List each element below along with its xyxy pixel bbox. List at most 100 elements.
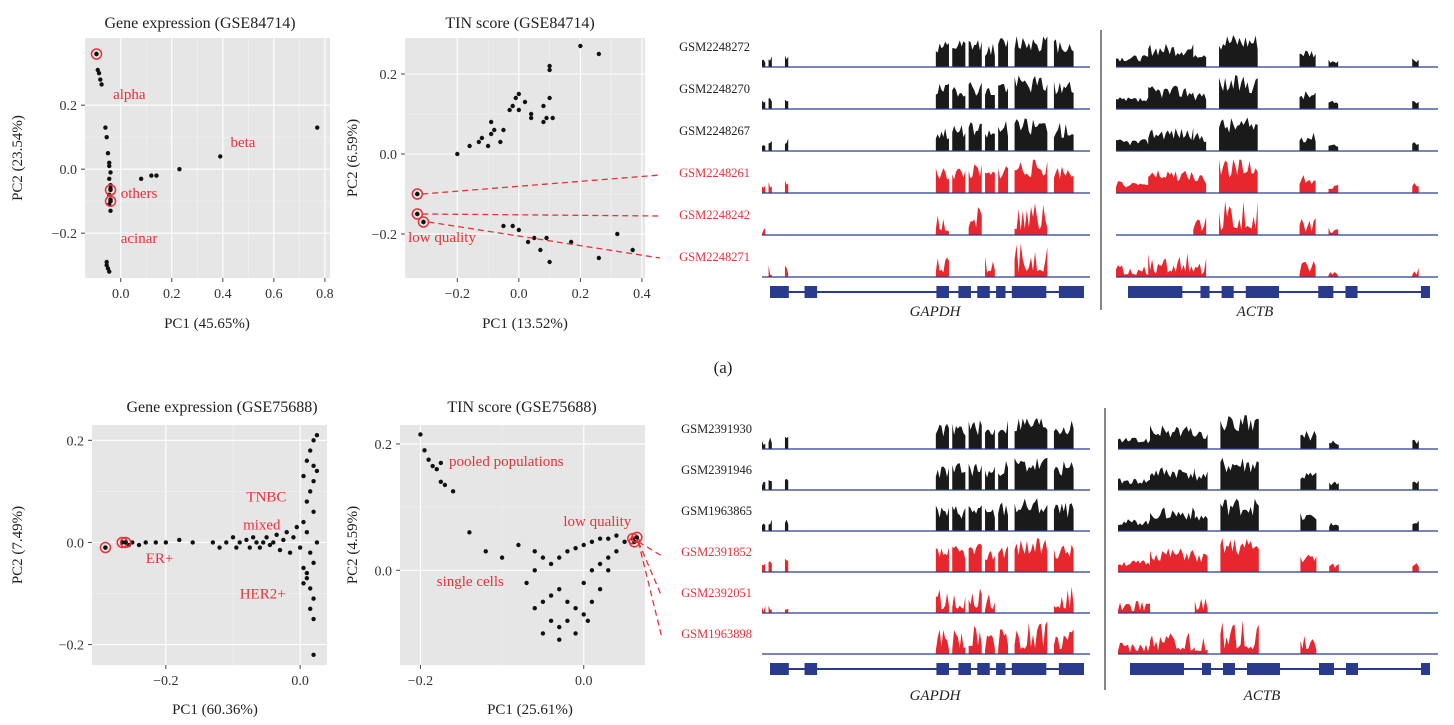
annotation-label: acinar (121, 231, 158, 247)
y-axis-label: PC2 (6.59%) (345, 119, 361, 197)
data-point (301, 581, 306, 586)
y-tick-label: −0.2 (59, 639, 84, 654)
y-tick-label: 0.2 (67, 434, 85, 449)
data-point (108, 199, 113, 204)
data-point (614, 533, 619, 538)
sample-label: GSM2248242 (679, 208, 750, 222)
data-point (510, 103, 515, 109)
data-point (304, 499, 310, 504)
annotation-label: mixed (243, 518, 281, 534)
data-point (581, 612, 586, 617)
dashed-connector (638, 541, 663, 557)
data-point (210, 540, 216, 545)
sample-label: GSM2391930 (681, 422, 752, 436)
x-tick-label: 0.4 (214, 287, 232, 302)
data-point (107, 160, 112, 165)
annotation-label: low quality (408, 230, 476, 246)
coverage-profile (1118, 415, 1419, 449)
scatter-b2: TIN score (GSE75688) −0.2 0.0 0.0 0.2 poole… (345, 399, 645, 718)
data-point (557, 624, 562, 630)
data-point (308, 550, 313, 555)
data-point (550, 115, 555, 121)
data-point (516, 107, 522, 113)
data-point (421, 219, 426, 225)
plot-panel (85, 38, 330, 278)
data-point (308, 606, 313, 612)
sample-label: GSM2248271 (679, 250, 750, 264)
data-point (557, 555, 562, 560)
data-point (565, 599, 570, 605)
gene-label-gapdh: GAPDH (910, 688, 962, 704)
data-point (597, 536, 603, 541)
exon-block (996, 286, 1006, 298)
data-point (573, 545, 578, 551)
y-tick-label: 0.2 (380, 68, 398, 83)
data-point (297, 545, 303, 550)
x-axis-label: PC1 (60.36%) (172, 702, 258, 718)
exon-block (1058, 663, 1084, 675)
plot-panel (92, 425, 327, 665)
coverage-profile (1116, 35, 1419, 67)
data-point (573, 631, 578, 636)
coverage-profile (1116, 253, 1419, 277)
x-tick-label: 0.8 (316, 287, 334, 302)
data-point (314, 433, 320, 438)
data-point (315, 125, 320, 130)
coverage-profile (1116, 75, 1419, 109)
data-point (224, 540, 229, 545)
data-point (548, 618, 554, 623)
data-point (153, 540, 158, 545)
data-point (304, 530, 310, 535)
data-point (94, 51, 99, 57)
annotation-label: ER+ (146, 551, 174, 567)
scatter-a1: Gene expression (GSE84714) 0.0 0.2 0.4 0.6 0… (10, 15, 334, 332)
gene-label-actb: ACTB (1236, 304, 1274, 320)
data-point (415, 211, 420, 217)
coverage-profile (768, 243, 1048, 277)
data-point (589, 568, 595, 573)
annotation-label: HER2+ (240, 587, 286, 603)
data-point (426, 457, 431, 462)
data-point (107, 176, 112, 181)
data-point (149, 173, 154, 178)
data-point (450, 489, 456, 494)
data-point (314, 540, 320, 545)
data-point (287, 550, 293, 555)
data-point (547, 259, 552, 265)
data-point (540, 631, 546, 636)
sample-label: GSM2248261 (679, 166, 750, 180)
data-point (589, 599, 595, 605)
data-point (177, 537, 182, 543)
data-point (308, 448, 313, 453)
data-point (606, 555, 611, 560)
data-point (532, 549, 537, 554)
data-point (606, 536, 611, 541)
x-tick-label: 0.0 (291, 674, 309, 689)
data-point (107, 269, 112, 274)
data-point (190, 540, 195, 545)
data-point (96, 71, 102, 76)
data-point (476, 139, 482, 145)
data-point (540, 599, 546, 605)
coverage-profile (762, 586, 1074, 613)
coverage-profile (762, 75, 1074, 109)
exon-block (1011, 663, 1047, 675)
dashed-connector (637, 541, 663, 598)
gene-label-actb: ACTB (1243, 688, 1281, 704)
exon-block (1221, 286, 1234, 298)
data-point (99, 82, 104, 87)
data-point (455, 151, 460, 157)
x-axis-label: PC1 (25.61%) (487, 702, 573, 718)
exon-block (1130, 663, 1184, 675)
data-point (108, 187, 113, 193)
data-point (528, 115, 534, 121)
coverage-profile (762, 418, 1074, 449)
coverage-profile (1118, 457, 1419, 490)
y-axis-label: PC2 (4.59%) (345, 506, 361, 584)
data-point (501, 127, 506, 133)
data-point (596, 255, 602, 261)
data-point (104, 135, 109, 140)
data-point (498, 139, 503, 145)
data-point (442, 482, 448, 488)
data-point (267, 542, 273, 548)
